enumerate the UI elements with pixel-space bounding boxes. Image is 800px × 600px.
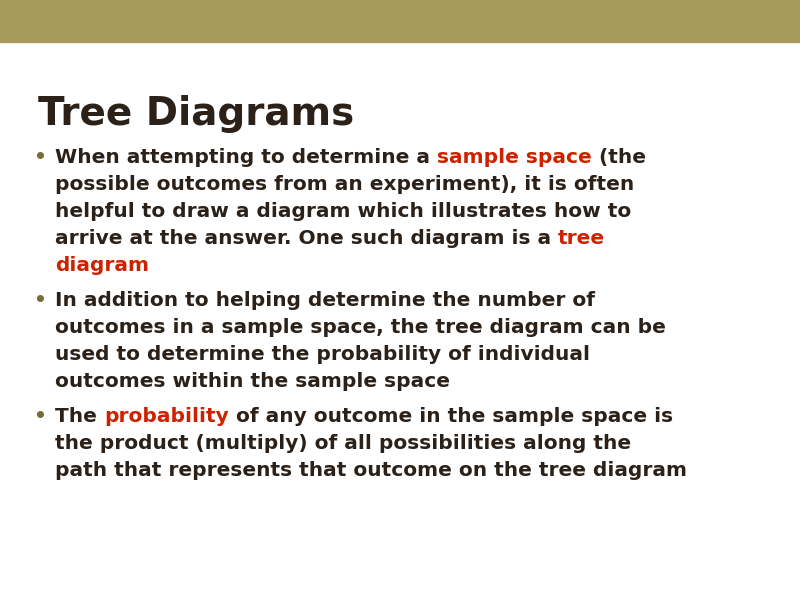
Text: •: • xyxy=(33,148,46,167)
Text: probability: probability xyxy=(104,407,229,426)
Text: tree: tree xyxy=(558,229,606,248)
Text: helpful to draw a diagram which illustrates how to: helpful to draw a diagram which illustra… xyxy=(55,202,631,221)
Text: In addition to helping determine the number of: In addition to helping determine the num… xyxy=(55,291,595,310)
Text: Tree Diagrams: Tree Diagrams xyxy=(38,95,354,133)
Text: The: The xyxy=(55,407,104,426)
Text: •: • xyxy=(33,291,46,310)
Text: diagram: diagram xyxy=(55,256,149,275)
Text: When attempting to determine a: When attempting to determine a xyxy=(55,148,437,167)
Text: used to determine the probability of individual: used to determine the probability of ind… xyxy=(55,345,590,364)
Text: path that represents that outcome on the tree diagram: path that represents that outcome on the… xyxy=(55,461,687,480)
Text: outcomes in a sample space, the tree diagram can be: outcomes in a sample space, the tree dia… xyxy=(55,318,666,337)
Text: •: • xyxy=(33,407,46,426)
Text: possible outcomes from an experiment), it is often: possible outcomes from an experiment), i… xyxy=(55,175,634,194)
Text: (the: (the xyxy=(592,148,646,167)
Text: outcomes within the sample space: outcomes within the sample space xyxy=(55,372,450,391)
Text: sample space: sample space xyxy=(437,148,592,167)
Bar xyxy=(0,0,800,42)
Text: the product (multiply) of all possibilities along the: the product (multiply) of all possibilit… xyxy=(55,434,631,453)
Text: of any outcome in the sample space is: of any outcome in the sample space is xyxy=(229,407,673,426)
Text: arrive at the answer. One such diagram is a: arrive at the answer. One such diagram i… xyxy=(55,229,558,248)
